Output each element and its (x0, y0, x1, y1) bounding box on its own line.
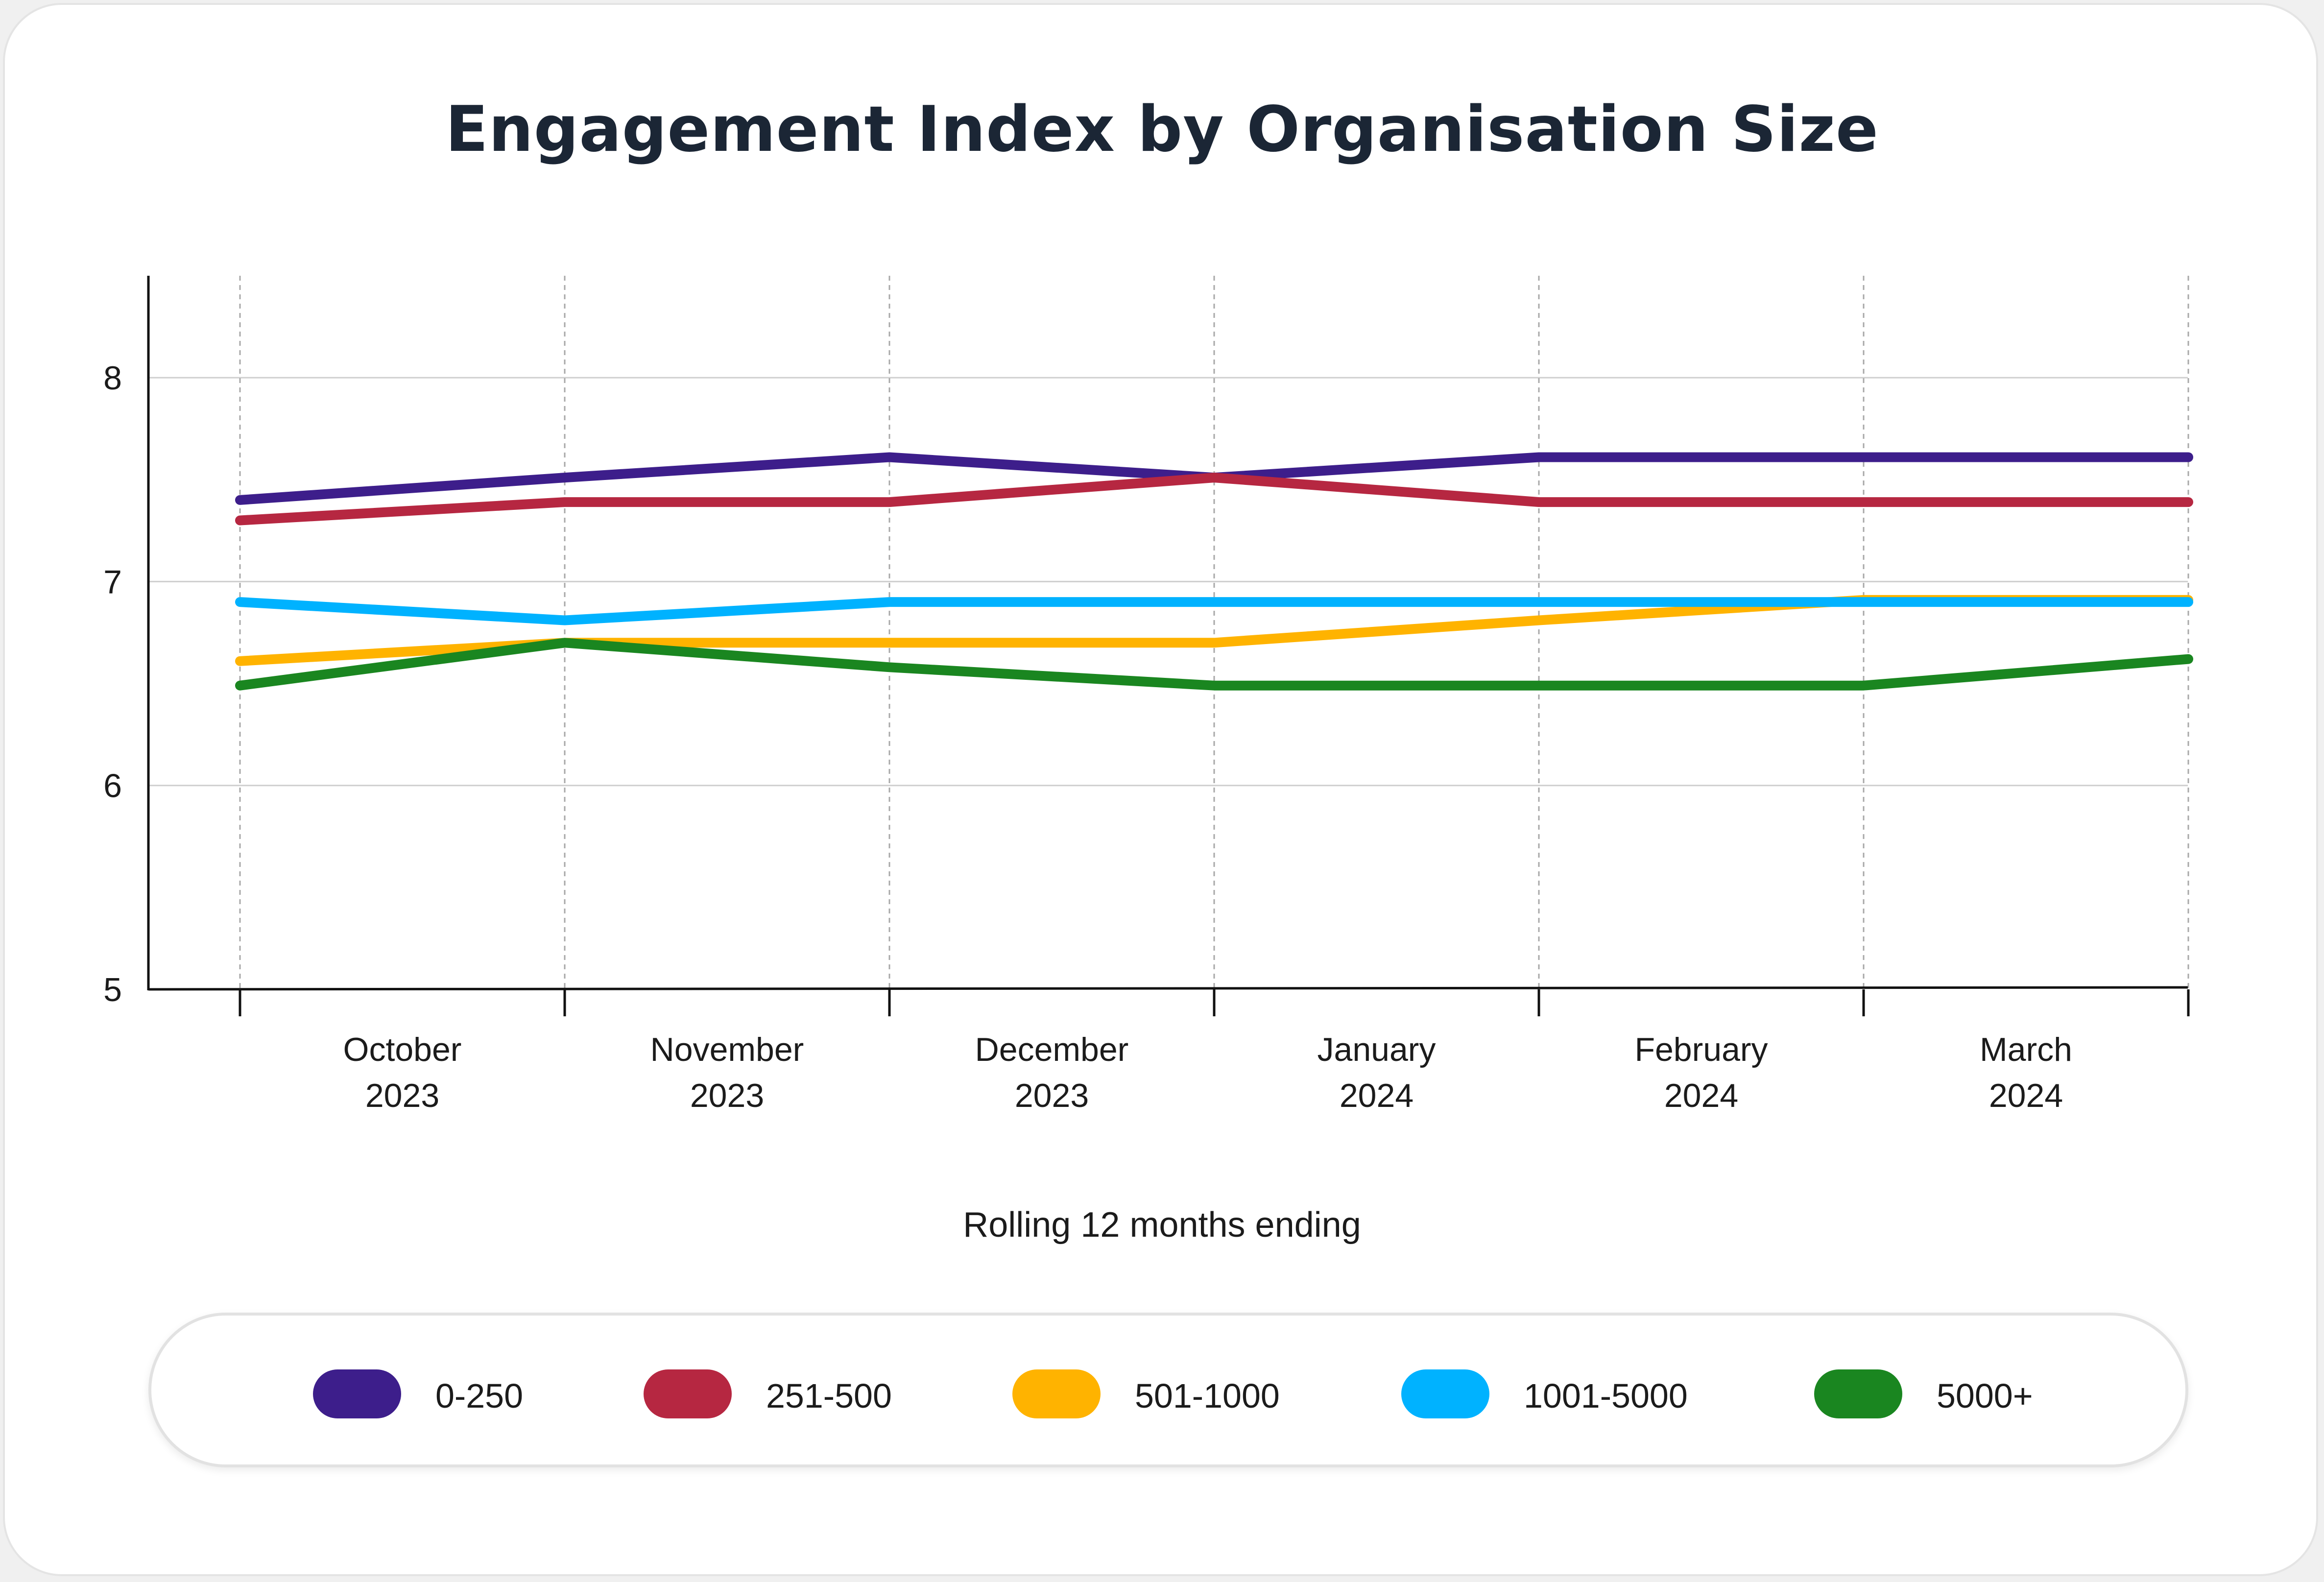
legend-swatch-0-250 (313, 1369, 401, 1418)
series-line-1001-5000 (235, 597, 2193, 625)
y-tick-label-5: 5 (103, 971, 122, 1008)
x-axis-line (148, 986, 2188, 991)
x-tick-label-3: January 2024 (1318, 1031, 1436, 1114)
series-line-251-500 (235, 473, 2193, 526)
legend: 0-250 251-500 501-1000 1001-5000 5000+ (148, 1313, 2188, 1467)
x-tick-label-4: February 2024 (1634, 1031, 1768, 1114)
x-tick-label-2: December 2023 (975, 1031, 1129, 1114)
legend-label-0-250: 0-250 (435, 1377, 524, 1415)
y-tick-label-7: 7 (103, 563, 122, 600)
legend-swatch-5000-plus (1814, 1369, 1902, 1418)
x-tick-label-0: October 2023 (343, 1031, 462, 1114)
legend-label-501-1000: 501-1000 (1135, 1377, 1280, 1415)
legend-label-251-500: 251-500 (766, 1377, 892, 1415)
x-tick-label-1: November 2023 (650, 1031, 804, 1114)
legend-label-1001-5000: 1001-5000 (1524, 1377, 1688, 1415)
y-tick-label-8: 8 (103, 360, 122, 397)
legend-label-5000-plus: 5000+ (1937, 1377, 2033, 1415)
series-line-5000-plus (235, 638, 2193, 691)
y-tick-label-6: 6 (103, 767, 122, 805)
legend-swatch-251-500 (644, 1369, 732, 1418)
x-axis-title: Rolling 12 months ending (963, 1205, 1361, 1245)
x-tick-label-5: March 2024 (1980, 1031, 2072, 1114)
legend-swatch-1001-5000 (1401, 1369, 1489, 1418)
chart-title: Engagement Index by Organisation Size (445, 93, 1879, 166)
legend-swatch-501-1000 (1012, 1369, 1101, 1418)
